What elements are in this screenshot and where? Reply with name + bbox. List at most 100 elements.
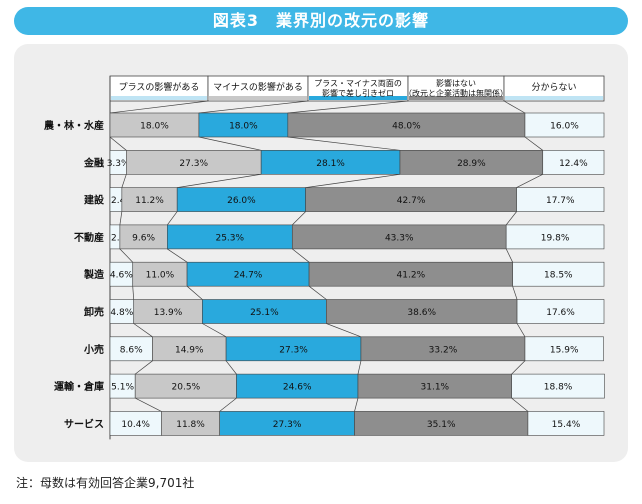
legend-swatch-4 [409,96,503,100]
bar-segment [357,373,512,399]
connector-line [354,398,359,412]
connector-line [119,211,123,225]
connector-line [516,323,526,337]
connector-line [308,285,327,300]
connector-line [511,360,526,375]
connector-line [505,248,513,263]
connector-line [512,286,518,300]
data-label: 24.7% [234,271,263,281]
data-label: 17.6% [546,308,575,318]
legend-label-1: プラスの影響がある [119,81,200,93]
data-label: 11.2% [135,196,164,206]
bar-segment [287,112,526,138]
data-label: 28.1% [316,159,345,169]
data-label: 31.1% [421,383,450,393]
legend-swatch-1 [111,96,207,100]
bar-segment [527,411,605,436]
connector-line [326,323,362,338]
connector-line [287,100,409,114]
connector-line [503,100,526,114]
connector-line [219,397,237,412]
data-label: 11.8% [176,420,205,430]
connector-line [109,100,209,114]
data-label: 35.1% [427,420,456,430]
category-label: 卸売 [84,306,104,319]
data-label: 42.7% [397,196,426,206]
data-label: 17.7% [546,196,575,206]
data-label: 18.0% [140,122,169,132]
bar-segment [219,411,355,436]
category-label: 不動産 [74,231,104,244]
bar-segment [134,373,237,399]
connector-line [202,323,227,338]
bar-segment [542,150,605,175]
data-label: 13.9% [154,308,183,318]
data-label: 8.6% [120,345,143,355]
bar-segment [161,411,220,436]
connector-line [225,360,237,375]
connector-line [287,136,401,151]
data-label: 16.0% [550,122,579,132]
data-label: 11.0% [146,271,175,281]
data-label: 25.3% [215,233,244,243]
connector-line [357,360,362,375]
bar-segment [176,187,306,212]
connector-line [177,173,262,188]
data-label: 26.0% [227,196,256,206]
data-label: 15.4% [552,420,581,430]
legend-label-4: 影響はない [436,78,476,88]
data-label: 18.0% [229,122,258,132]
bar-segment [109,336,153,362]
connector-line [292,211,306,226]
data-label: 19.8% [541,233,570,243]
bar-segment [133,299,203,324]
connector-line [511,397,529,412]
data-label: 25.1% [250,308,279,318]
data-label: 48.0% [392,122,421,132]
data-label: 41.2% [397,271,426,281]
data-label: 38.6% [407,308,436,318]
data-label: 9.6% [132,233,155,243]
data-label: 24.6% [283,383,312,393]
bar-segment [511,373,605,399]
connector-line [134,360,153,375]
data-label: 28.9% [457,159,486,169]
bar-segment [186,261,310,287]
bar-segment [505,224,605,250]
connector-line [133,323,153,338]
legend-swatch-3 [309,96,407,100]
bar-segment [236,373,359,399]
connector-line [186,285,203,300]
category-label: 建設 [83,194,105,207]
data-label: 27.3% [273,420,302,430]
data-label: 4.8% [110,308,133,318]
bar-segment [202,299,327,324]
bar-segment [109,373,136,399]
data-label: 12.4% [559,159,588,169]
connector-line [505,211,517,226]
data-label: 14.9% [175,345,204,355]
connector-line [132,286,135,300]
data-label: 18.8% [544,383,573,393]
bar-segment [516,187,605,212]
connector-line [109,136,127,151]
legend-label-3: 影響で差し引きゼロ [322,88,394,98]
chart-title: 図表3 業界別の改元の影響 [14,7,628,35]
data-label: 15.9% [550,345,579,355]
bar-segment [225,336,362,362]
legend-label-3: プラス・マイナス両面の [314,79,402,88]
connector-line [516,173,543,188]
category-label: 金融 [83,156,104,169]
bar-segment [354,411,529,436]
category-label: 小売 [83,343,104,356]
connector-line [167,211,178,226]
data-label: 43.3% [385,233,414,243]
legend-label-5: 分からない [531,82,576,93]
connector-line [198,136,262,151]
bar-segment [198,112,289,138]
category-label: サービス [64,417,104,430]
data-label: 20.5% [172,383,201,393]
legend-label-4: （改元と企業活動は無関係） [404,88,508,98]
bar-segment [119,224,168,250]
connector-line [121,174,127,188]
